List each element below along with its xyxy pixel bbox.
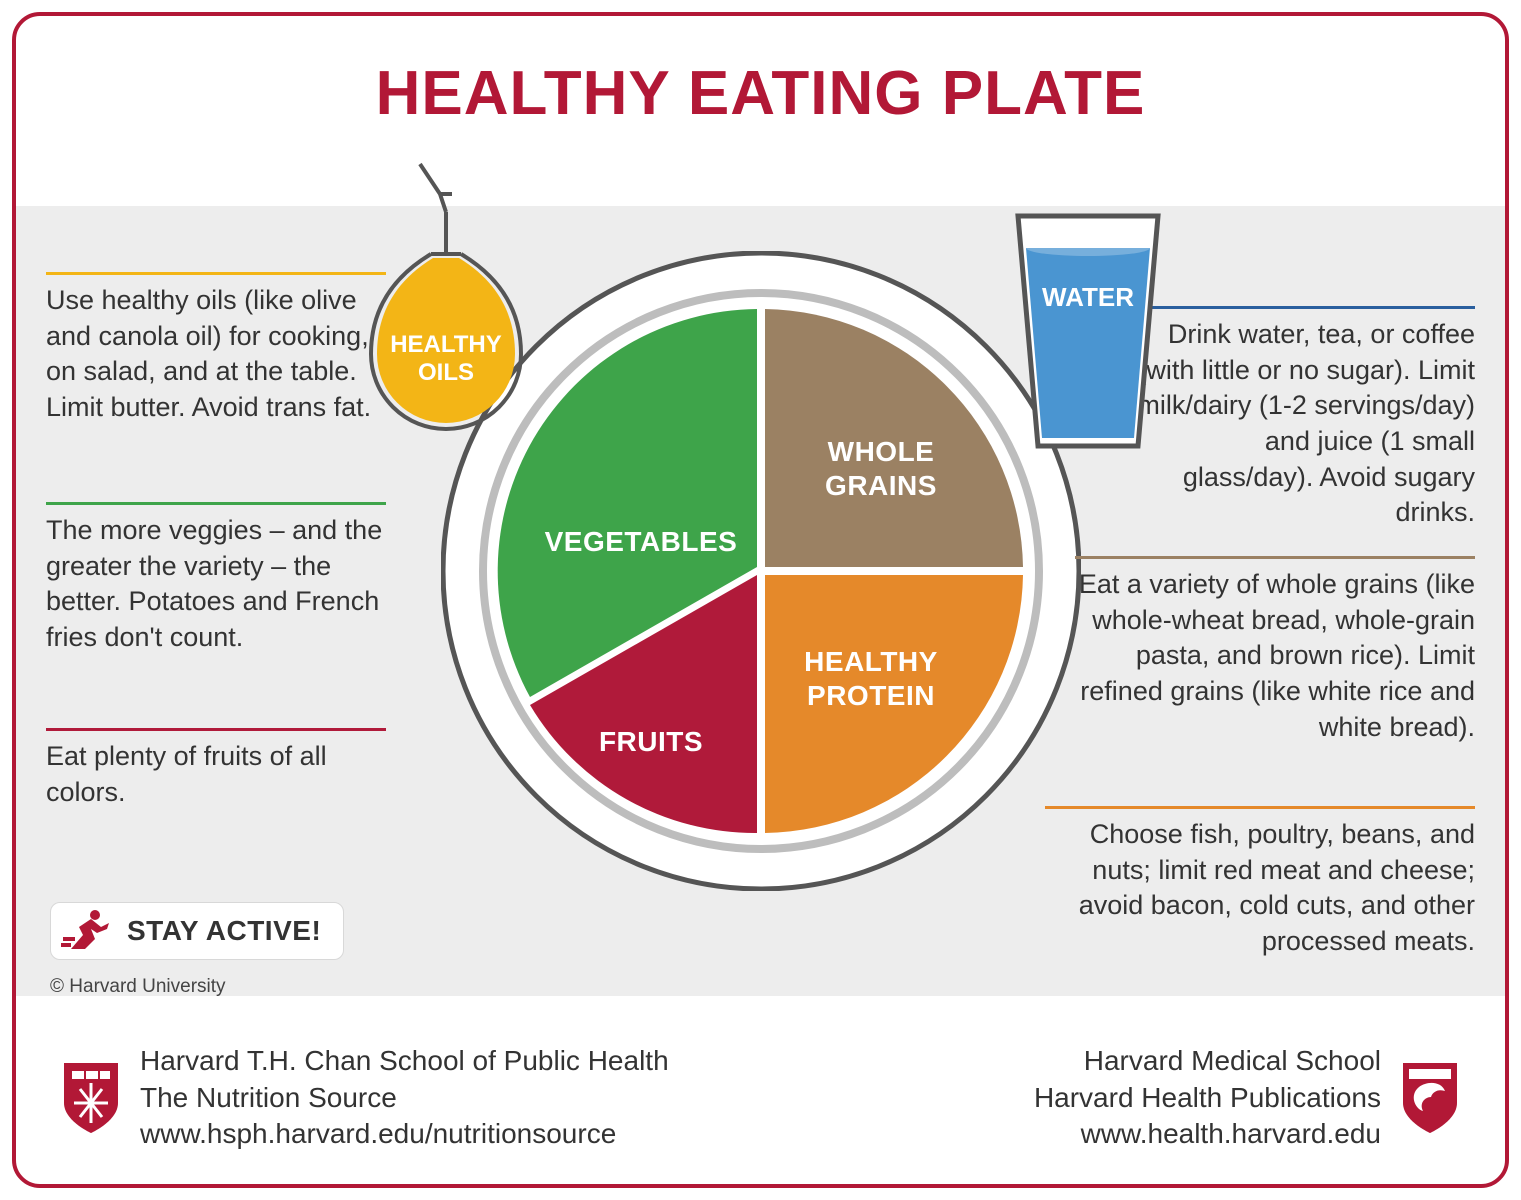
content-area: HEALTHY EATING PLATE HEALTHY OILS [16,16,1505,1184]
rule-fruit [46,728,386,731]
copyright-text: © Harvard University [50,976,226,998]
callout-veg-text: The more veggies – and the greater the v… [46,513,386,656]
stay-active-badge: STAY ACTIVE! [50,902,344,960]
healthy-oils-label-1: HEALTHY [390,331,502,358]
callout-water-text: Drink water, tea, or coffee (with little… [1135,317,1475,531]
footer-left: Harvard T.H. Chan School of Public Healt… [60,1043,669,1152]
label-grains-1: WHOLE [827,436,934,467]
footer-right-3: www.health.harvard.edu [1034,1116,1381,1152]
label-protein-1: HEALTHY [804,646,938,677]
healthy-oils-label-2: OILS [418,359,474,386]
infographic-frame: HEALTHY EATING PLATE HEALTHY OILS [12,12,1509,1188]
rule-veg [46,502,386,505]
label-protein-2: PROTEIN [807,680,935,711]
callout-protein-text: Choose fish, poultry, beans, and nuts; l… [1045,817,1475,960]
harvard-shield-left-icon [60,1059,122,1137]
rule-grain [1075,556,1475,559]
footer-right-1: Harvard Medical School [1034,1043,1381,1079]
runner-icon [61,909,115,953]
callout-water: Drink water, tea, or coffee (with little… [1135,306,1475,531]
water-surface [1026,240,1150,256]
label-grains-2: GRAINS [825,470,937,501]
stay-active-label: STAY ACTIVE! [127,915,321,947]
callout-grain-text: Eat a variety of whole grains (like whol… [1075,567,1475,745]
footer-right-2: Harvard Health Publications [1034,1080,1381,1116]
callout-protein: Choose fish, poultry, beans, and nuts; l… [1045,806,1475,960]
main-title: HEALTHY EATING PLATE [16,16,1505,159]
water-fill [1026,248,1150,438]
callout-veg: The more veggies – and the greater the v… [46,502,386,656]
rule-protein [1045,806,1475,809]
callout-oils: Use healthy oils (like olive and canola … [46,272,386,426]
water-label: WATER [1042,282,1134,312]
label-fruits: FRUITS [598,726,702,757]
label-vegetables: VEGETABLES [544,526,737,557]
footer-left-3: www.hsph.harvard.edu/nutritionsource [140,1116,669,1152]
footer-left-1: Harvard T.H. Chan School of Public Healt… [140,1043,669,1079]
footer-left-2: The Nutrition Source [140,1080,669,1116]
rule-oils [46,272,386,275]
oil-bottle-spout [420,164,452,212]
footer: Harvard T.H. Chan School of Public Healt… [16,1026,1505,1184]
footer-right: Harvard Medical School Harvard Health Pu… [1034,1043,1461,1152]
water-glass-icon: WATER [998,206,1178,456]
callout-grain: Eat a variety of whole grains (like whol… [1075,556,1475,745]
harvard-shield-right-icon [1399,1059,1461,1137]
callout-oils-text: Use healthy oils (like olive and canola … [46,283,386,426]
callout-fruit-text: Eat plenty of fruits of all colors. [46,739,386,810]
rule-water [1135,306,1475,309]
callout-fruit: Eat plenty of fruits of all colors. [46,728,386,810]
healthy-oils-icon: HEALTHY OILS [351,154,541,444]
